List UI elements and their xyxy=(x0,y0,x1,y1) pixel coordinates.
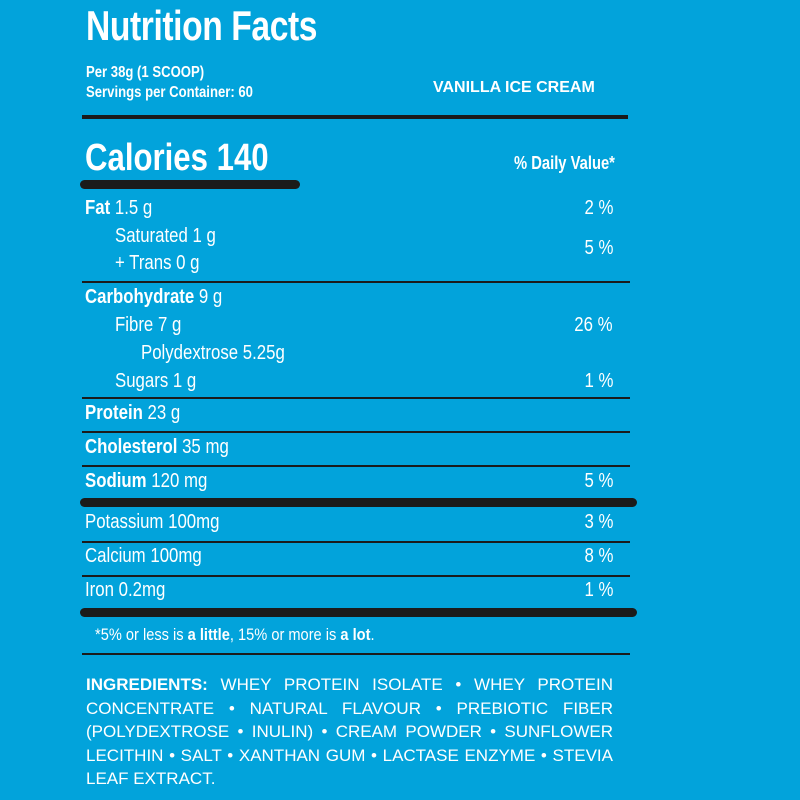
ingredients-list: INGREDIENTS: WHEY PROTEIN ISOLATE • WHEY… xyxy=(86,675,613,788)
dv-fat: 2 % xyxy=(584,197,613,219)
serving-size: Per 38g (1 SCOOP) xyxy=(86,64,205,81)
header-divider xyxy=(82,115,628,119)
nutrient-row-carbohydrate: Carbohydrate 9 g xyxy=(85,286,223,308)
daily-value-footnote: *5% or less is a little, 15% or more is … xyxy=(95,625,375,644)
dv-fibre: 26 % xyxy=(574,314,613,336)
divider xyxy=(82,431,630,433)
nutrient-row-calcium: Calcium 100mg xyxy=(85,545,202,567)
nutrient-row-iron: Iron 0.2mg xyxy=(85,579,166,601)
nutrient-row-potassium: Potassium 100mg xyxy=(85,511,220,533)
thick-divider xyxy=(80,498,637,507)
dv-sugars: 1 % xyxy=(584,370,613,392)
dv-potassium: 3 % xyxy=(584,511,613,533)
divider xyxy=(82,575,630,577)
thick-divider xyxy=(80,608,637,617)
daily-value-header: % Daily Value* xyxy=(514,153,615,173)
nutrient-row-cholesterol: Cholesterol 35 mg xyxy=(85,436,229,458)
calories-heading: Calories 140 xyxy=(85,137,269,179)
nutrient-row-fibre: Fibre 7 g xyxy=(115,314,182,336)
nutrient-row-protein: Protein 23 g xyxy=(85,402,181,424)
servings-per-container: Servings per Container: 60 xyxy=(86,84,253,101)
divider xyxy=(82,281,630,283)
divider xyxy=(82,541,630,543)
divider xyxy=(82,397,630,399)
label-title: Nutrition Facts xyxy=(86,2,318,49)
divider xyxy=(82,465,630,467)
nutrient-row-fat: Fat 1.5 g xyxy=(85,197,153,219)
calories-underline xyxy=(80,180,300,189)
dv-saturated-trans: 5 % xyxy=(584,237,613,259)
nutrient-row-trans: + Trans 0 g xyxy=(115,252,200,274)
dv-sodium: 5 % xyxy=(584,470,613,492)
dv-calcium: 8 % xyxy=(584,545,613,567)
nutrient-row-saturated: Saturated 1 g xyxy=(115,225,216,247)
nutrient-row-polydextrose: Polydextrose 5.25g xyxy=(141,342,285,364)
flavor-name: VANILLA ICE CREAM xyxy=(433,79,595,96)
dv-iron: 1 % xyxy=(584,579,613,601)
nutrient-row-sugars: Sugars 1 g xyxy=(115,370,197,392)
footnote-divider xyxy=(82,653,630,655)
nutrient-row-sodium: Sodium 120 mg xyxy=(85,470,208,492)
